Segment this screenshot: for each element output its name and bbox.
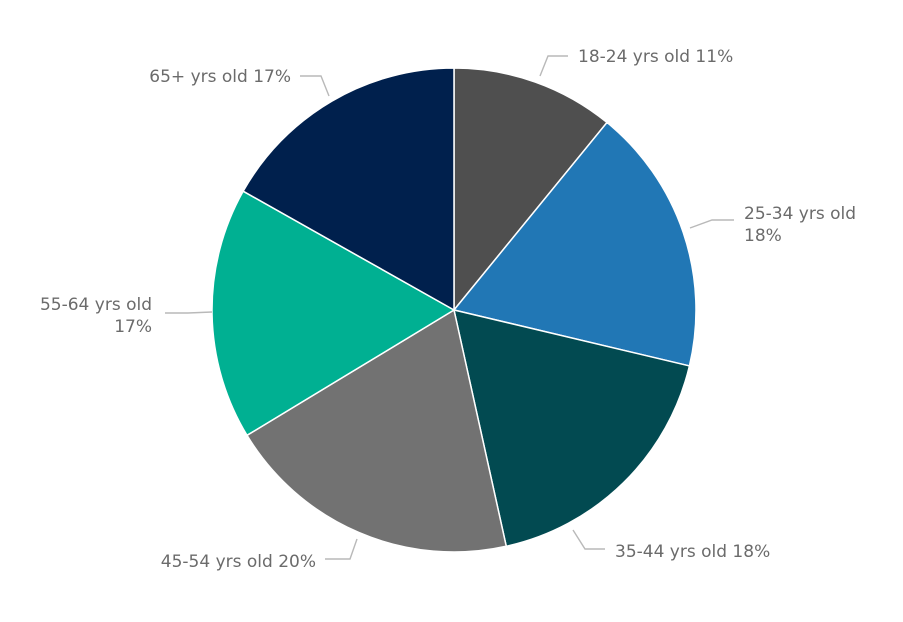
slice-18-24-yrs-old [453, 67, 609, 313]
data-label-65plus-yrs-old: 65+ yrs old 17% [149, 67, 291, 87]
data-label-line: 18-24 yrs old 11% [578, 47, 733, 67]
leader-line-25-34-yrs-old [689, 219, 734, 229]
pie-slices [211, 67, 697, 553]
data-label-line: 45-54 yrs old 20% [161, 552, 316, 572]
data-label-18-24-yrs-old: 18-24 yrs old 11% [578, 47, 733, 67]
slice-65plus-yrs-old [242, 67, 455, 312]
data-label-line: 65+ yrs old 17% [149, 67, 291, 87]
slice-35-44-yrs-old [453, 308, 691, 548]
data-label-line: 25-34 yrs old [744, 204, 856, 224]
slice-55-64-yrs-old [211, 190, 456, 437]
data-label-35-44-yrs-old: 35-44 yrs old 18% [615, 542, 770, 562]
leader-line-18-24-yrs-old [539, 55, 568, 77]
data-label-line: 17% [114, 317, 152, 337]
leader-lines [165, 55, 734, 560]
data-labels: 18-24 yrs old 11% 25-34 yrs old 18% 35-44 y… [40, 47, 856, 572]
data-label-25-34-yrs-old: 25-34 yrs old 18% [744, 204, 856, 246]
leader-line-35-44-yrs-old [572, 529, 605, 550]
leader-line-55-64-yrs-old [165, 311, 213, 314]
leader-line-65plus-yrs-old [300, 75, 330, 97]
data-label-55-64-yrs-old: 55-64 yrs old 17% [40, 295, 152, 337]
data-label-45-54-yrs-old: 45-54 yrs old 20% [161, 552, 316, 572]
data-label-line: 55-64 yrs old [40, 295, 152, 315]
data-label-line: 18% [744, 226, 782, 246]
slice-25-34-yrs-old [452, 121, 697, 367]
slice-45-54-yrs-old [245, 308, 508, 553]
leader-line-45-54-yrs-old [325, 538, 358, 560]
data-label-line: 35-44 yrs old 18% [615, 542, 770, 562]
